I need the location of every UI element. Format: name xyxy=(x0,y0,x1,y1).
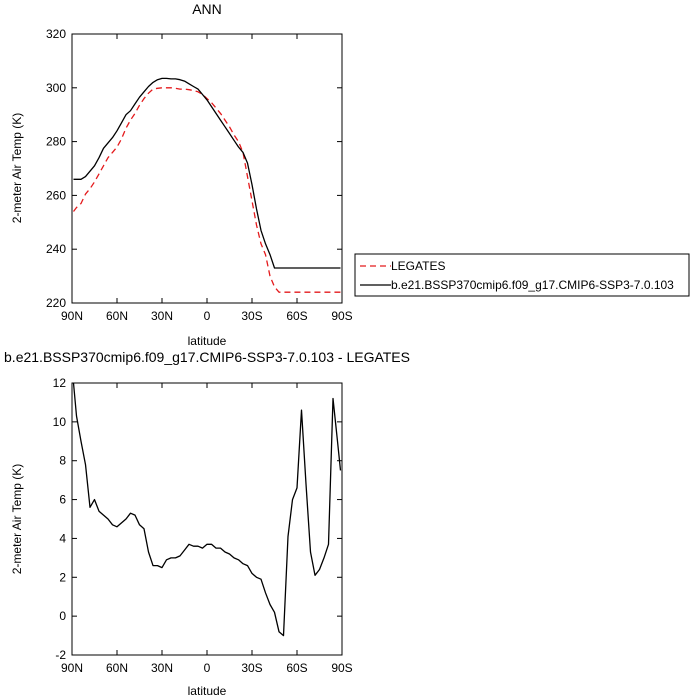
top-y-tick-label: 260 xyxy=(46,188,66,202)
top-y-axis-label: 2-meter Air Temp (K) xyxy=(10,113,24,223)
bottom-x-tick-label: 60N xyxy=(106,661,128,675)
bottom-y-tick-label: 4 xyxy=(59,531,66,545)
top-y-tick-label: 240 xyxy=(46,242,66,256)
bottom-panel: b.e21.BSSP370cmip6.f09_g17.CMIP6-SSP3-7.… xyxy=(4,349,410,698)
top-x-axis-label: latitude xyxy=(188,334,227,348)
top-x-tick-label: 90N xyxy=(61,309,83,323)
bottom-x-tick-label: 30N xyxy=(151,661,173,675)
bottom-x-tick-label: 30S xyxy=(241,661,262,675)
top-x-tick-label: 60N xyxy=(106,309,128,323)
bottom-series-lines xyxy=(72,382,342,637)
bottom-series-line-0 xyxy=(72,382,342,637)
bottom-y-tick-label: 12 xyxy=(53,376,67,390)
bottom-y-tick-label: -2 xyxy=(55,648,66,662)
top-x-tick-label: 30S xyxy=(241,309,262,323)
top-x-tick-label: 60S xyxy=(286,309,307,323)
legend-label-model: b.e21.BSSP370cmip6.f09_g17.CMIP6-SSP3-7.… xyxy=(391,278,674,292)
bottom-x-tick-label: 0 xyxy=(204,661,211,675)
bottom-x-axis-label: latitude xyxy=(188,684,227,698)
top-panel: ANN 90N 60N 30N 0 30S 60S 90S 220 240 260 280 300 32… xyxy=(10,1,353,348)
bottom-y-tick-label: 6 xyxy=(59,493,66,507)
top-chart-title: ANN xyxy=(192,1,222,17)
bottom-axis-ticks: 90N 60N 30N 0 30S 60S 90S -2 0 2 4 6 8 10 12 xyxy=(53,376,353,675)
top-y-tick-label: 320 xyxy=(46,27,66,41)
top-axis-ticks: 90N 60N 30N 0 30S 60S 90S 220 240 260 280 300 320 xyxy=(46,27,353,323)
bottom-y-tick-label: 10 xyxy=(53,415,67,429)
bottom-x-tick-label: 60S xyxy=(286,661,307,675)
top-y-tick-label: 220 xyxy=(46,296,66,310)
bottom-x-tick-label: 90S xyxy=(331,661,352,675)
top-y-tick-label: 300 xyxy=(46,81,66,95)
bottom-y-axis-label: 2-meter Air Temp (K) xyxy=(10,464,24,574)
top-plot-frame xyxy=(71,33,343,304)
legend: LEGATES b.e21.BSSP370cmip6.f09_g17.CMIP6… xyxy=(354,253,690,297)
top-series-line-1 xyxy=(73,77,341,269)
bottom-chart-title: b.e21.BSSP370cmip6.f09_g17.CMIP6-SSP3-7.… xyxy=(4,349,410,365)
top-x-tick-label: 0 xyxy=(204,309,211,323)
top-x-tick-label: 30N xyxy=(151,309,173,323)
top-x-tick-label: 90S xyxy=(331,309,352,323)
top-series-line-0 xyxy=(72,87,341,293)
bottom-x-tick-label: 90N xyxy=(61,661,83,675)
legend-label-legates: LEGATES xyxy=(391,259,445,273)
legend-box xyxy=(354,253,690,297)
top-y-tick-label: 280 xyxy=(46,135,66,149)
bottom-plot-frame xyxy=(71,382,343,656)
top-series-lines xyxy=(72,77,341,293)
bottom-y-tick-label: 2 xyxy=(59,570,66,584)
bottom-y-tick-label: 8 xyxy=(59,454,66,468)
bottom-y-tick-label: 0 xyxy=(59,609,66,623)
